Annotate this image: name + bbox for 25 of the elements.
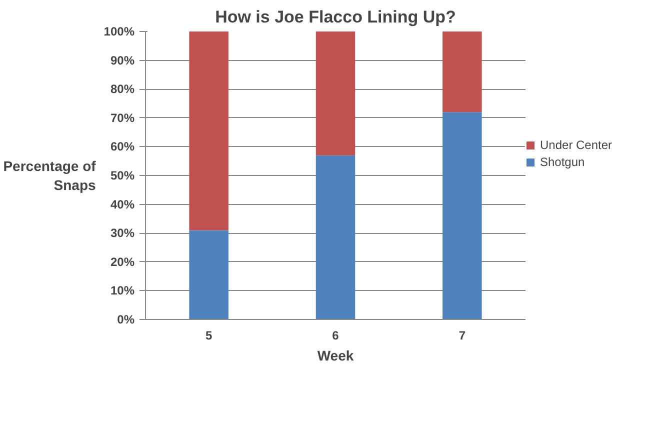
x-tick-label: 5 — [205, 328, 212, 342]
bar — [189, 230, 228, 320]
legend-label: Shotgun — [540, 155, 585, 169]
y-tick-label: 10% — [110, 284, 135, 298]
y-tick-label: 70% — [110, 110, 135, 125]
x-tick-label: 6 — [332, 328, 340, 342]
bar — [316, 32, 356, 156]
chart-title: How is Joe Flacco Lining Up? — [215, 8, 456, 26]
bar — [442, 32, 482, 112]
bar — [316, 155, 356, 320]
bar — [442, 112, 482, 320]
legend-label: Under Center — [540, 138, 612, 152]
y-tick-label: 40% — [110, 197, 135, 212]
y-tick-label: 80% — [110, 82, 135, 96]
y-tick-label: 30% — [110, 226, 135, 240]
y-tick-label: 60% — [110, 140, 135, 154]
x-tick-label: 7 — [458, 328, 466, 342]
y-axis-title: Percentage of Snaps — [3, 158, 96, 194]
x-axis-title: Week — [317, 348, 354, 364]
y-tick-label: 100% — [104, 24, 135, 38]
y-tick-label: 50% — [110, 168, 135, 182]
y-tick-label: 20% — [110, 254, 135, 269]
bar — [189, 32, 228, 230]
y-tick-label: 90% — [110, 53, 135, 68]
y-tick-label: 0% — [117, 312, 135, 326]
